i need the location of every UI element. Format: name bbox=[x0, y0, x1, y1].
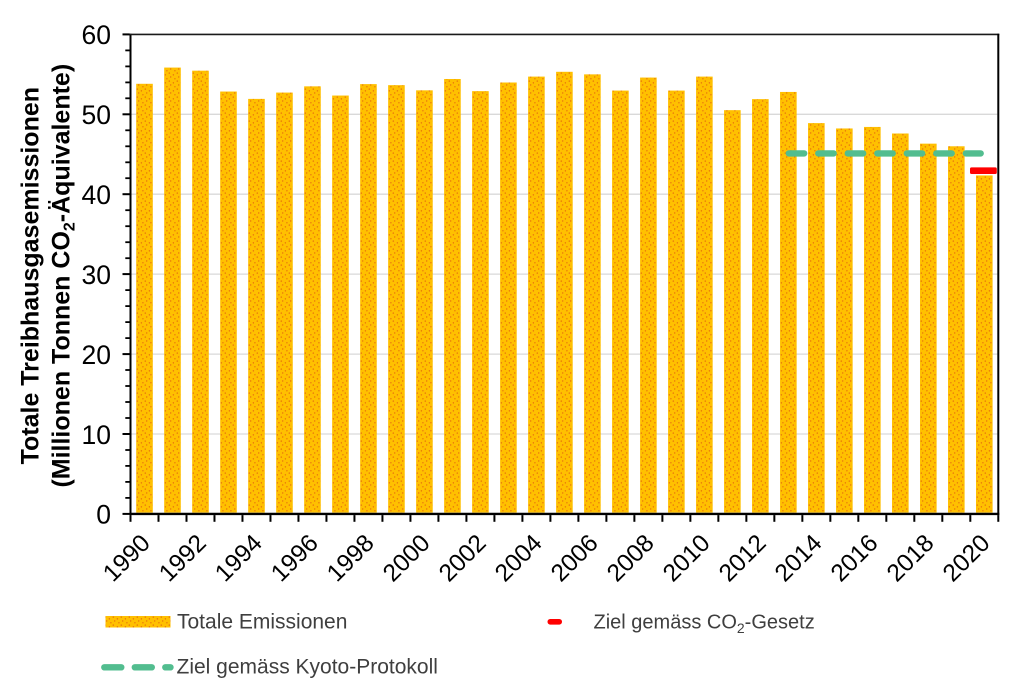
svg-text:Totale Emissionen: Totale Emissionen bbox=[177, 611, 347, 634]
svg-text:0: 0 bbox=[96, 500, 111, 530]
svg-text:40: 40 bbox=[82, 180, 111, 210]
svg-text:20: 20 bbox=[82, 340, 111, 370]
svg-text:Ziel gemäss CO2-Gesetz: Ziel gemäss CO2-Gesetz bbox=[594, 612, 815, 637]
svg-text:(Millionen Tonnen CO2-Äquivale: (Millionen Tonnen CO2-Äquivalente) bbox=[48, 64, 79, 488]
svg-text:Ziel gemäss Kyoto-Protokoll: Ziel gemäss Kyoto-Protokoll bbox=[177, 656, 438, 679]
svg-text:10: 10 bbox=[82, 420, 111, 450]
svg-text:60: 60 bbox=[82, 20, 111, 50]
svg-text:30: 30 bbox=[82, 260, 111, 290]
svg-text:50: 50 bbox=[82, 100, 111, 130]
svg-text:Totale Treibhausgasemissionen: Totale Treibhausgasemissionen bbox=[17, 87, 45, 464]
